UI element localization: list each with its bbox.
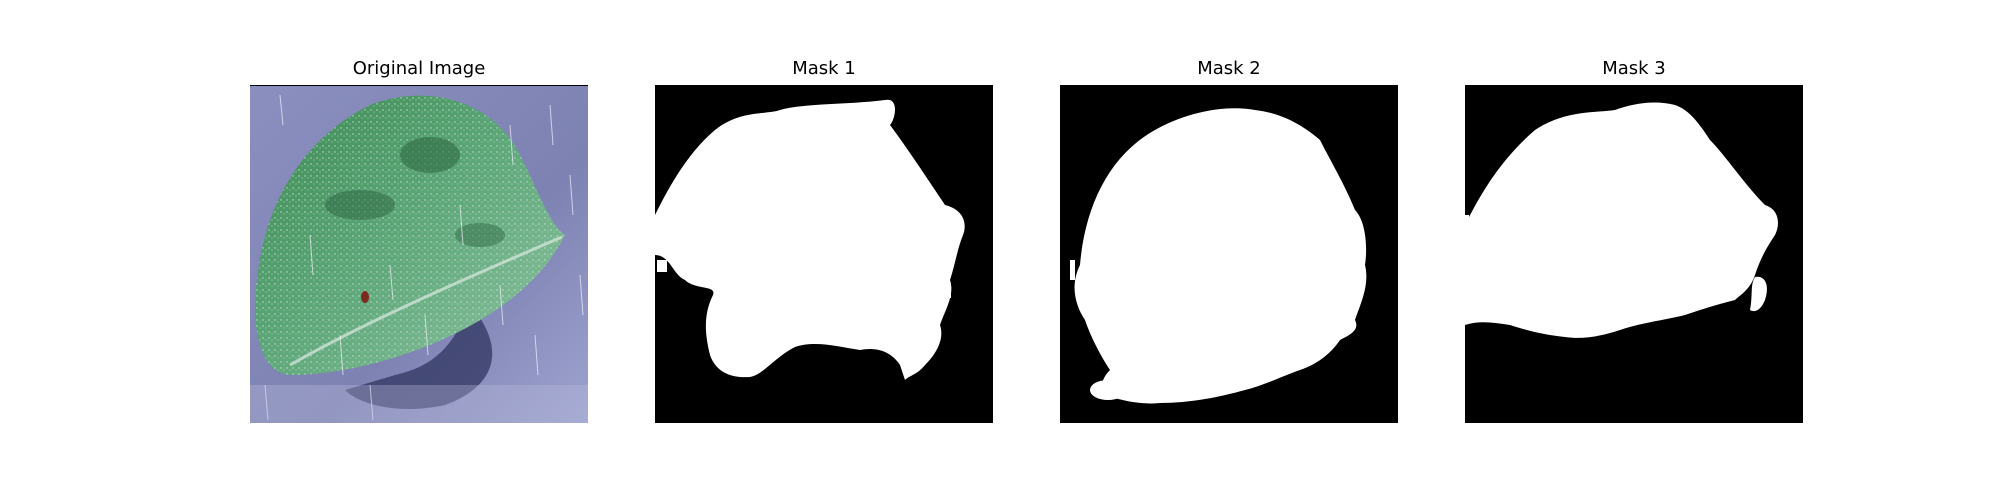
mask-1-image [655,85,993,423]
mask-2-image [1060,85,1398,423]
panel-title-original: Original Image [352,58,486,79]
panel-title-mask-3: Mask 3 [1602,58,1666,79]
panel-title-mask-2: Mask 2 [1197,58,1261,79]
mask-3-image [1465,85,1803,423]
panel-title-mask-1: Mask 1 [792,58,856,79]
original-image [250,85,588,423]
